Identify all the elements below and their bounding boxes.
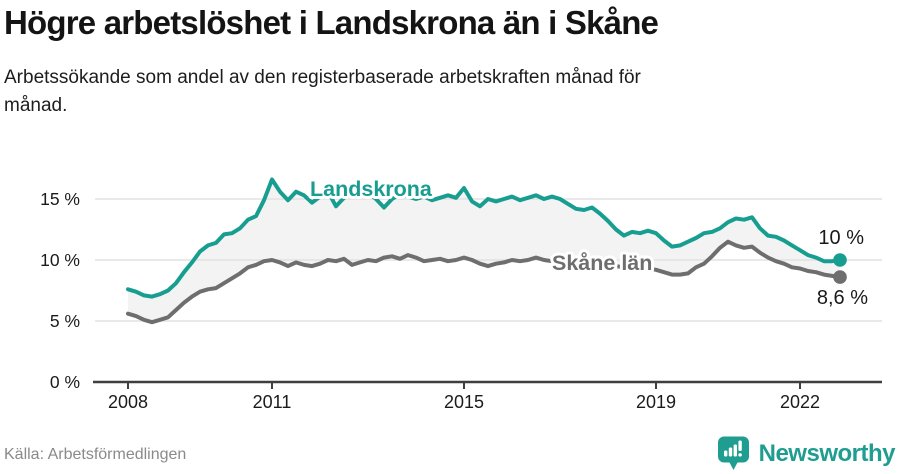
x-axis (93, 380, 882, 389)
page-subtitle-line1: Arbetssökande som andel av den registerb… (4, 67, 641, 88)
y-axis-labels: 0 % 5 % 10 % 15 % (40, 189, 80, 392)
band-fill (128, 179, 840, 323)
newsworthy-logo-text: Newsworthy (758, 439, 896, 467)
source-note: Källa: Arbetsförmedlingen (4, 446, 187, 463)
svg-text:2015: 2015 (444, 392, 484, 412)
series-label-skane-line: Skåne län (552, 251, 652, 275)
end-value-label-skane-line: 8,6 % (817, 287, 868, 309)
page-subtitle: Arbetssökande som andel av den registerb… (4, 64, 641, 120)
newsworthy-logo-icon (717, 436, 749, 470)
svg-text:2008: 2008 (108, 392, 148, 412)
svg-text:5 %: 5 % (50, 311, 80, 331)
unemployment-line-chart: 0 % 5 % 10 % 15 % 2008 2011 2015 2019 2022 Landsk… (40, 174, 882, 412)
svg-text:10 %: 10 % (40, 250, 80, 270)
svg-text:15 %: 15 % (40, 189, 80, 209)
svg-text:0 %: 0 % (50, 372, 80, 392)
series-label-landskrona-line: Landskrona (310, 177, 433, 201)
skane-line-end-dot (833, 270, 847, 284)
skane-line (126, 239, 842, 325)
landskrona-line (126, 177, 842, 299)
end-value-label-landskrona-line: 10 % (818, 227, 864, 249)
page-subtitle-line2: månad. (4, 95, 68, 116)
svg-text:2022: 2022 (780, 392, 820, 412)
x-axis-labels: 2008 2011 2015 2019 2022 (108, 392, 820, 412)
page-title: Högre arbetslöshet i Landskrona än i Skå… (4, 4, 659, 41)
svg-text:2011: 2011 (253, 392, 292, 412)
landskrona-line-end-dot (833, 253, 847, 267)
newsworthy-logo: Newsworthy (717, 436, 896, 471)
svg-text:2019: 2019 (636, 392, 676, 412)
